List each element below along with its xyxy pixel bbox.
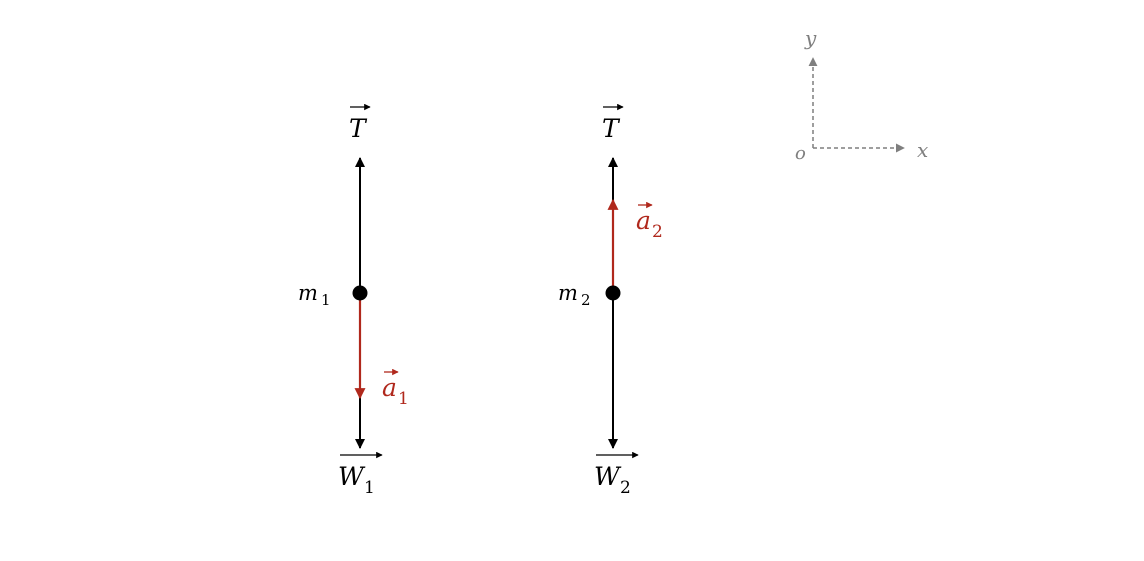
body-1-mass-label: m 1	[298, 281, 331, 309]
weight-subscript: 2	[620, 478, 631, 498]
acceleration-symbol: a	[636, 206, 651, 235]
body-2-acceleration-label: a 2	[636, 201, 663, 242]
body-1-acceleration-label: a 1	[382, 368, 409, 409]
body-2-weight-label: W 2	[594, 451, 639, 498]
mass-subscript: 1	[321, 291, 331, 309]
y-axis-label: y	[804, 26, 817, 50]
mass-subscript: 2	[581, 291, 591, 309]
weight-symbol: W	[594, 462, 622, 491]
tension-symbol: T	[349, 114, 368, 143]
body-1-group: T m 1 a 1 W 1	[298, 103, 409, 498]
weight-subscript: 1	[364, 478, 375, 498]
body-1-mass-point	[352, 285, 368, 301]
acceleration-symbol: a	[382, 373, 397, 402]
acceleration-subscript: 2	[652, 222, 663, 242]
x-axis-label: x	[917, 138, 928, 162]
body-2-tension-label: T	[602, 103, 624, 143]
tension-symbol: T	[602, 114, 621, 143]
acceleration-subscript: 1	[398, 389, 409, 409]
mass-symbol: m	[558, 281, 578, 305]
body-2-mass-label: m 2	[558, 281, 591, 309]
coordinate-axes: y x o	[795, 26, 928, 164]
body-1-weight-label: W 1	[338, 451, 383, 498]
body-2-mass-point	[605, 285, 621, 301]
weight-symbol: W	[338, 462, 366, 491]
mass-symbol: m	[298, 281, 318, 305]
body-2-group: T m 2 a 2 W 2	[558, 103, 663, 498]
body-1-tension-label: T	[349, 103, 371, 143]
origin-label: o	[795, 143, 806, 164]
